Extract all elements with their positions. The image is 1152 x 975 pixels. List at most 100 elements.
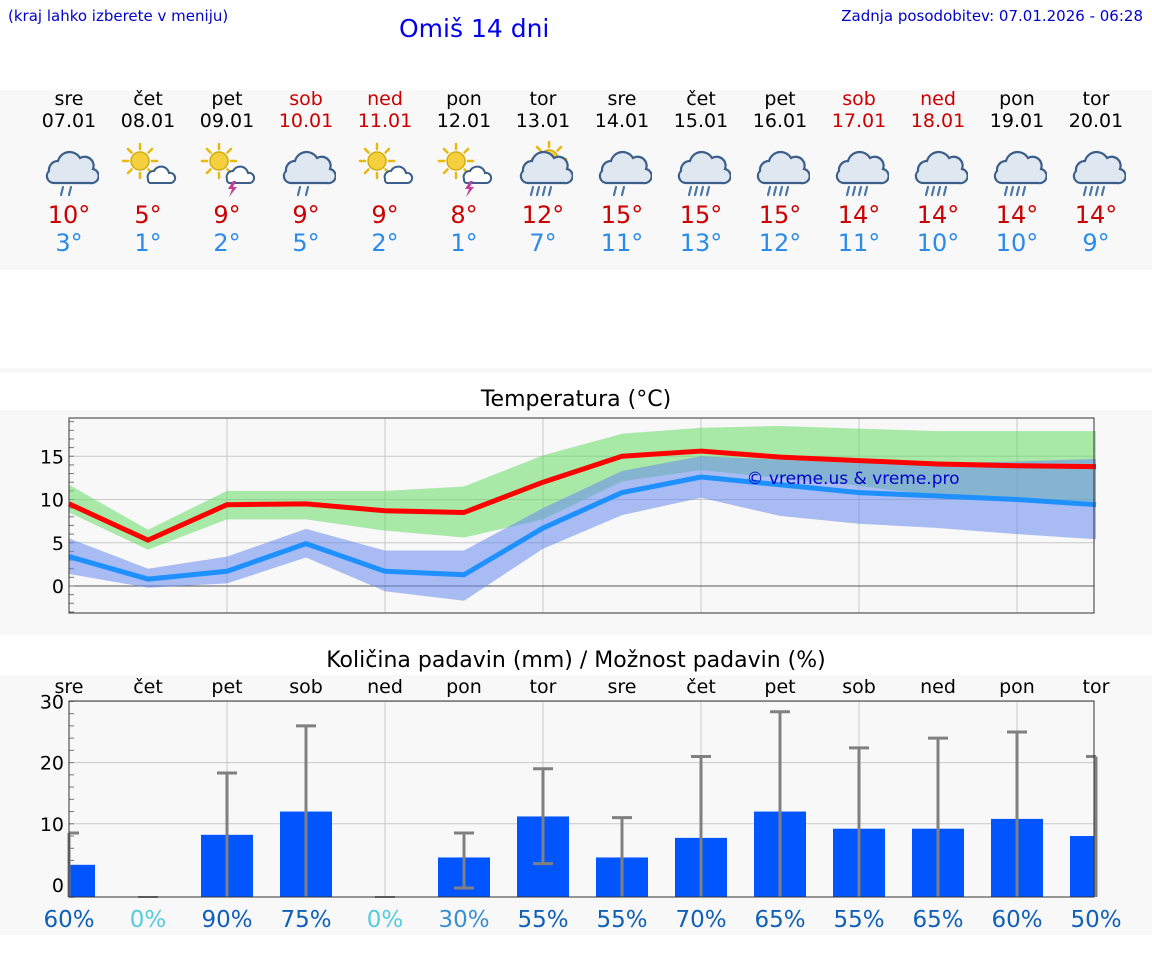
day-column: pet 09.01 9° 2°	[187, 88, 267, 257]
category-label: čet	[686, 676, 716, 698]
day-column: čet 15.01 15° 13°	[661, 88, 741, 257]
location-menu-note[interactable]: (kraj lahko izberete v meniju)	[8, 7, 229, 25]
day-name: pon	[999, 88, 1035, 110]
day-column: sre 07.01 10° 3°	[29, 88, 109, 257]
min-temperature: 9°	[1082, 229, 1110, 257]
sun-storm-icon	[200, 142, 256, 197]
day-column: tor 13.01 12° 7°	[503, 88, 583, 257]
cloud-heavy-rain-icon	[993, 150, 1047, 197]
y-tick-label: 5	[52, 533, 64, 555]
max-temperature: 15°	[758, 201, 802, 229]
category-label: pon	[446, 676, 482, 698]
day-date: 20.01	[1068, 110, 1124, 132]
max-temperature: 15°	[600, 201, 644, 229]
day-name: pet	[211, 88, 243, 110]
y-tick-label: 10	[40, 814, 64, 836]
precipitation-probability: 90%	[201, 907, 252, 933]
day-column: sre 14.01 15° 11°	[582, 88, 662, 257]
max-temperature: 15°	[679, 201, 723, 229]
category-label: čet	[133, 676, 163, 698]
max-temperature: 14°	[995, 201, 1039, 229]
precipitation-probability: 60%	[991, 907, 1042, 933]
day-date: 18.01	[910, 110, 966, 132]
max-temperature-line	[67, 448, 1097, 543]
min-temperature: 13°	[679, 229, 723, 257]
day-date: 13.01	[515, 110, 571, 132]
category-label: sre	[55, 676, 84, 698]
day-column: sob 17.01 14° 11°	[819, 88, 899, 257]
max-temperature: 9°	[371, 201, 399, 229]
sun-cloud-icon	[121, 142, 177, 184]
cloud-heavy-rain-icon	[835, 150, 889, 197]
day-name: čet	[686, 88, 716, 110]
max-temperature: 12°	[521, 201, 565, 229]
max-temperature: 8°	[450, 201, 478, 229]
day-date: 09.01	[199, 110, 255, 132]
day-column: čet 08.01 5° 1°	[108, 88, 188, 257]
precipitation-probability: 70%	[675, 907, 726, 933]
y-tick-label: 30	[40, 691, 64, 713]
day-date: 19.01	[989, 110, 1045, 132]
min-temperature: 10°	[995, 229, 1039, 257]
min-temperature: 10°	[916, 229, 960, 257]
cloud-rain-icon	[282, 150, 336, 197]
min-temperature: 1°	[450, 229, 478, 257]
precipitation-probability: 65%	[754, 907, 805, 933]
max-temperature: 9°	[213, 201, 241, 229]
y-tick-label: 0	[52, 875, 64, 897]
max-temperature: 5°	[134, 201, 162, 229]
day-name: tor	[529, 88, 557, 110]
precipitation-probability: 65%	[912, 907, 963, 933]
day-name: sre	[54, 88, 84, 110]
plot-frame	[68, 417, 1095, 614]
cloud-heavy-rain-icon	[1072, 150, 1126, 197]
day-date: 16.01	[752, 110, 808, 132]
min-temperature: 5°	[292, 229, 320, 257]
category-label: tor	[1083, 676, 1110, 698]
max-temperature: 14°	[916, 201, 960, 229]
precipitation-probability: 55%	[596, 907, 647, 933]
day-date: 17.01	[831, 110, 887, 132]
day-column: sob 10.01 9° 5°	[266, 88, 346, 257]
cloud-heavy-rain-icon	[756, 150, 810, 197]
precipitation-probability: 55%	[833, 907, 884, 933]
temperature-chart: 0 5 10 15 © vreme.us & vreme.pro	[40, 417, 1097, 614]
day-date: 12.01	[436, 110, 492, 132]
min-temperature: 3°	[55, 229, 83, 257]
min-temperature: 1°	[134, 229, 162, 257]
day-column: pet 16.01 15° 12°	[740, 88, 820, 257]
category-label: tor	[530, 676, 557, 698]
day-date: 14.01	[594, 110, 650, 132]
min-temperature: 11°	[600, 229, 644, 257]
category-label: sre	[608, 676, 637, 698]
max-temperature: 10°	[47, 201, 91, 229]
min-temperature-line	[68, 474, 1097, 582]
sun-cloud-rain-icon	[519, 141, 573, 197]
day-name: ned	[367, 88, 403, 110]
cloud-rain-icon	[45, 150, 99, 197]
precipitation-probability: 0%	[130, 907, 167, 933]
plot-frame	[68, 700, 1095, 898]
day-name: ned	[920, 88, 956, 110]
precipitation-probability: 30%	[438, 907, 489, 933]
precipitation-probability: 50%	[1070, 907, 1121, 933]
day-name: čet	[133, 88, 163, 110]
y-tick-label: 15	[40, 446, 64, 468]
day-name: pon	[446, 88, 482, 110]
precipitation-probability: 60%	[43, 907, 94, 933]
category-label: pon	[999, 676, 1035, 698]
y-tick-label: 20	[40, 753, 64, 775]
day-name: pet	[764, 88, 796, 110]
cloud-heavy-rain-icon	[914, 150, 968, 197]
day-column: tor 20.01 14° 9°	[1056, 88, 1136, 257]
sun-cloud-icon	[358, 142, 414, 184]
precipitation-chart-title: Količina padavin (mm) / Možnost padavin …	[326, 648, 826, 673]
category-label: pet	[764, 676, 795, 698]
cloud-rain-icon	[598, 150, 652, 197]
min-temperature: 7°	[529, 229, 557, 257]
category-label: ned	[920, 676, 956, 698]
day-name: sob	[842, 88, 876, 110]
page-title: Omiš 14 dni	[399, 14, 550, 43]
precipitation-bar	[1070, 836, 1096, 897]
